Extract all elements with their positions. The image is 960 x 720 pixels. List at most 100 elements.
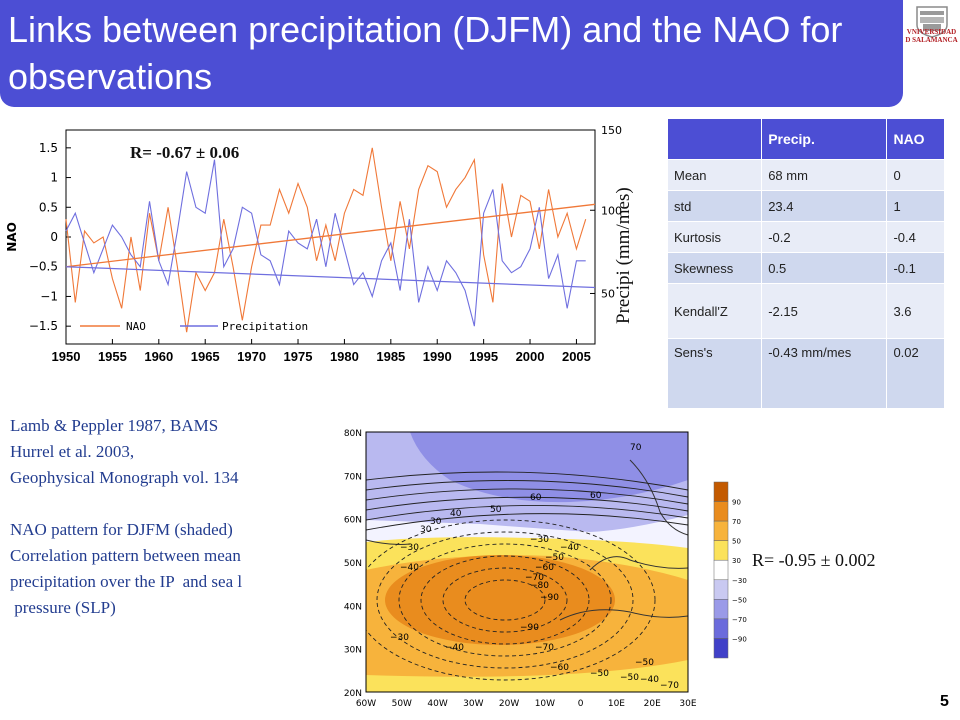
- page-number: 5: [940, 693, 949, 710]
- table-cell: -2.15: [761, 283, 888, 339]
- contour-label: −50: [590, 669, 609, 679]
- table-cell: -0.1: [886, 252, 945, 284]
- legend-label-nao: NAO: [126, 320, 146, 333]
- table-cell: 68 mm: [761, 159, 888, 191]
- x-tick-label: 1975: [284, 349, 313, 364]
- table-cell: 23.4: [761, 190, 888, 222]
- contour-label: 70: [630, 443, 642, 453]
- contour-label: −70: [660, 681, 679, 691]
- contour-label: 30: [430, 517, 442, 527]
- y-tick-label: −1: [40, 289, 58, 303]
- colorbar-label: −70: [732, 616, 747, 624]
- lat-label: 60N: [344, 516, 362, 526]
- lon-label: 20E: [644, 699, 661, 709]
- contour-label: 60: [530, 493, 542, 503]
- colorbar-swatch: [713, 520, 729, 541]
- slp-contour-positive: [366, 488, 688, 505]
- table-row: Kurtosis -0.2 -0.4: [666, 221, 945, 253]
- contour-label: −30: [400, 543, 419, 553]
- contour-label: −40: [400, 563, 419, 573]
- lat-label: 30N: [344, 646, 362, 656]
- lon-label: 0: [578, 699, 584, 709]
- y-right-tick-label: 150: [601, 124, 622, 137]
- slp-contour-positive: [366, 496, 688, 512]
- colorbar-swatch: [713, 540, 729, 561]
- contour-label: −90: [540, 593, 559, 603]
- colorbar-swatch: [713, 599, 729, 620]
- table-cell: Skewness: [666, 252, 763, 284]
- colorbar-label: 90: [732, 499, 741, 507]
- x-tick-label: 1970: [237, 349, 266, 364]
- y-axis-label: NAO: [5, 222, 19, 252]
- contour-label: −30: [530, 535, 549, 545]
- university-name: VNIVERSIDAD D SALAMANCA: [905, 28, 958, 44]
- contour-label: −60: [550, 663, 569, 673]
- lat-label: 40N: [344, 602, 362, 612]
- lon-label: 40W: [427, 699, 447, 709]
- contour-label: −90: [520, 623, 539, 633]
- lat-label: 70N: [344, 472, 362, 482]
- table-cell: 1: [886, 190, 945, 222]
- contour-label: −70: [525, 573, 544, 583]
- map-colorbar: 90 70 50 30 −30 −50 −70 −90: [713, 481, 747, 659]
- lat-label: 20N: [344, 689, 362, 699]
- table-cell: Kurtosis: [666, 221, 763, 253]
- table-row: Sens's -0.43 mm/mes 0.02: [666, 338, 945, 409]
- x-tick-label: 2005: [562, 349, 591, 364]
- lat-label: 50N: [344, 559, 362, 569]
- contour-label: −40: [445, 643, 464, 653]
- contour-label: 30: [420, 525, 432, 535]
- colorbar-swatch: [713, 579, 729, 600]
- lon-label: 20W: [499, 699, 519, 709]
- y-tick-label: 0: [50, 230, 58, 244]
- colorbar-label: −30: [732, 577, 747, 585]
- series-line-nao: [65, 147, 587, 333]
- table-cell: -0.43 mm/mes: [761, 338, 888, 409]
- table-row: std 23.4 1: [666, 190, 945, 222]
- slp-contour-positive: [366, 480, 688, 498]
- contour-label: −60: [535, 563, 554, 573]
- x-tick-label: 1985: [376, 349, 405, 364]
- coastline: [559, 609, 688, 621]
- table-cell: -0.2: [761, 221, 888, 253]
- table-cell: 0.5: [761, 252, 888, 284]
- x-tick-label: 1955: [98, 349, 127, 364]
- x-tick-label: 1950: [52, 349, 81, 364]
- table-row: Kendall'Z -2.15 3.6: [666, 283, 945, 339]
- contour-label: −80: [530, 581, 549, 591]
- x-tick-label: 1960: [144, 349, 173, 364]
- table-row: Mean 68 mm 0: [666, 159, 945, 191]
- contour-label: −40: [640, 675, 659, 685]
- colorbar-label: 30: [732, 557, 741, 565]
- lon-label: 50W: [392, 699, 412, 709]
- slp-contour-negative: [442, 567, 568, 633]
- colorbar-swatch: [713, 559, 729, 581]
- positive-shading-3: [385, 555, 615, 645]
- contour-label: −50: [620, 673, 639, 683]
- x-tick-label: 1990: [423, 349, 452, 364]
- x-tick-label: 1980: [330, 349, 359, 364]
- slp-contour-positive: [366, 513, 688, 531]
- slp-contour-negative: [398, 543, 612, 657]
- coastline: [629, 459, 688, 536]
- y-tick-label: 1.5: [39, 141, 58, 155]
- contour-label: −70: [535, 643, 554, 653]
- contour-label: 60: [590, 491, 602, 501]
- chart-correlation-annotation: R= -0.67 ± 0.06: [130, 143, 240, 162]
- references-text: Lamb & Peppler 1987, BAMS Hurrel et al. 2…: [10, 416, 243, 617]
- colorbar-label: −90: [732, 635, 747, 643]
- precip-trend-line: [65, 266, 596, 289]
- lat-label: 80N: [344, 429, 362, 439]
- y-tick-label: −1.5: [29, 319, 58, 333]
- table-cell: 0.02: [886, 338, 945, 409]
- contour-label: 50: [490, 505, 502, 515]
- y-tick-label: 0.5: [39, 200, 58, 214]
- colorbar-swatch: [713, 481, 729, 502]
- table-header-cell: NAO: [886, 118, 945, 160]
- table-header-cell: [666, 118, 763, 160]
- chart-right-axis-label: Precipi (mm/mes): [613, 187, 634, 324]
- table-header-row: Precip. NAO: [666, 118, 945, 160]
- lon-label: 30E: [679, 699, 696, 709]
